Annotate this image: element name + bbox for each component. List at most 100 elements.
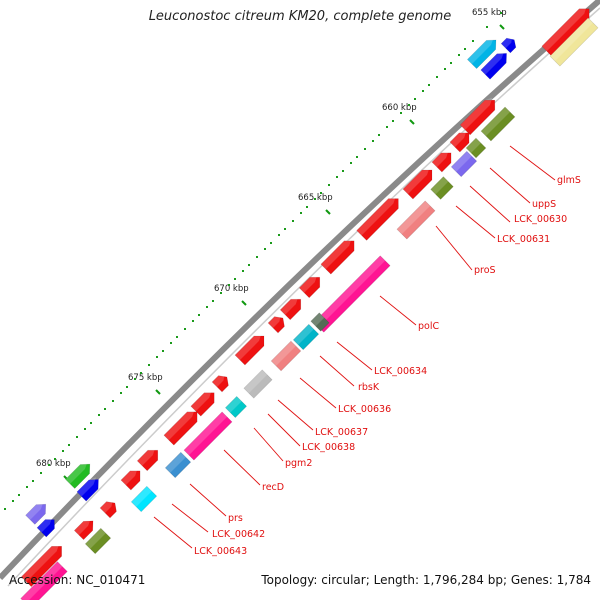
- gene-callout-line: [277, 399, 314, 431]
- minor-tick-dot: [32, 480, 34, 482]
- minor-tick-dot: [192, 320, 194, 322]
- gene-callout-line: [336, 341, 373, 371]
- minor-tick-dot: [400, 112, 402, 114]
- cds-forward-arrow: [120, 468, 141, 491]
- gene-label: LCK_00636: [338, 404, 391, 415]
- cds-feature-block: [292, 323, 320, 351]
- topology-label: Topology:: [261, 573, 318, 587]
- minor-tick-dot: [350, 162, 352, 164]
- gene-callout-line: [223, 449, 261, 486]
- cds-feature-block: [183, 411, 233, 461]
- minor-tick-dot: [428, 84, 430, 86]
- minor-tick-dot: [90, 422, 92, 424]
- scale-tick-label: 680 kbp: [36, 459, 71, 469]
- cds-feature-block: [549, 17, 599, 67]
- cds-feature-block: [243, 369, 273, 399]
- minor-tick-dot: [126, 386, 128, 388]
- minor-tick-dot: [18, 494, 20, 496]
- minor-tick-dot: [378, 134, 380, 136]
- minor-tick-dot: [264, 248, 266, 250]
- cds-forward-arrow: [136, 447, 159, 472]
- gene-label: recD: [262, 482, 284, 493]
- gene-label-group: glmS uppS LCK_00630 LCK_00631 proS polC LCK_00…: [153, 145, 581, 557]
- scale-tick-label: 675 kbp: [128, 373, 163, 383]
- scale-tick-mark: [409, 119, 415, 125]
- gene-callout-line: [509, 145, 556, 181]
- gene-label: pgm2: [285, 458, 312, 469]
- accession-label: Accession:: [9, 573, 73, 587]
- minor-tick-dot: [184, 328, 186, 330]
- minor-tick-dot: [170, 342, 172, 344]
- minor-tick-dot: [162, 350, 164, 352]
- cds-feature-block: [396, 200, 436, 240]
- cds-feature-block: [465, 137, 487, 159]
- gene-label: LCK_00634: [374, 366, 427, 377]
- cds-feature-block: [430, 176, 454, 200]
- cds-feature-block: [164, 451, 192, 479]
- cds-forward-arrow: [449, 130, 470, 153]
- minor-tick-dot: [278, 234, 280, 236]
- genome-backbone-inner: [7, 7, 600, 587]
- map-title: Leuconostoc citreum KM20, complete genom…: [148, 9, 452, 24]
- cds-forward-arrow: [356, 196, 399, 241]
- scale-tick-label: 670 kbp: [214, 284, 249, 294]
- cds-feature-block: [224, 395, 248, 419]
- cds-forward-arrow: [298, 274, 321, 299]
- gene-label: proS: [474, 265, 496, 276]
- minor-tick-dot: [342, 170, 344, 172]
- minor-tick-dot: [234, 278, 236, 280]
- minor-tick-dot: [242, 270, 244, 272]
- scale-tick-mark: [325, 209, 331, 215]
- cds-neighbor-arrow: [500, 37, 517, 54]
- scale-tick-mark: [155, 389, 161, 395]
- cds-forward-arrow: [402, 167, 433, 200]
- gene-label: LCK_00642: [212, 529, 265, 540]
- cds-forward-arrow: [163, 409, 198, 446]
- cds-neighbor-arrow: [73, 518, 94, 541]
- gene-callout-line: [489, 167, 531, 204]
- cds-neighbor-arrow: [36, 517, 55, 538]
- minor-tick-dot: [98, 414, 100, 416]
- gene-label: LCK_00637: [315, 427, 368, 438]
- cds-forward-arrow: [99, 500, 117, 519]
- minor-tick-dot: [68, 444, 70, 446]
- minor-tick-dot: [444, 68, 446, 70]
- minor-tick-dot: [336, 176, 338, 178]
- minor-tick-dot: [284, 228, 286, 230]
- minor-tick-dot: [392, 120, 394, 122]
- minor-tick-dot: [84, 428, 86, 430]
- cds-feature-block: [130, 485, 158, 513]
- minor-tick-dot: [104, 408, 106, 410]
- minor-tick-dot: [464, 48, 466, 50]
- minor-tick-dot: [120, 392, 122, 394]
- genes-label: Genes:: [510, 573, 553, 587]
- genes-value: 1,784: [556, 573, 591, 587]
- minor-tick-dot: [220, 292, 222, 294]
- length-value: 1,796,284 bp: [422, 573, 503, 587]
- gene-callout-line: [189, 483, 227, 517]
- gene-label: uppS: [532, 199, 556, 210]
- minor-tick-dot: [156, 356, 158, 358]
- minor-tick-dot: [472, 40, 474, 42]
- length-label: Length:: [373, 573, 420, 587]
- cds-forward-arrow: [541, 6, 590, 57]
- cds-neighbor-arrow: [25, 501, 47, 525]
- cds-forward-arrow: [431, 150, 452, 173]
- minor-tick-dot: [134, 378, 136, 380]
- cds-forward-arrow: [267, 315, 285, 334]
- gene-callout-line: [267, 413, 301, 447]
- minor-tick-dot: [228, 284, 230, 286]
- minor-tick-dot: [12, 500, 14, 502]
- minor-tick-dot: [54, 458, 56, 460]
- minor-tick-dot: [422, 90, 424, 92]
- minor-tick-dot: [112, 400, 114, 402]
- accession-footer: Accession: NC_010471: [9, 573, 145, 587]
- cds-feature-block: [310, 312, 330, 332]
- minor-tick-dot: [414, 98, 416, 100]
- minor-tick-dot: [314, 198, 316, 200]
- minor-tick-dot: [176, 336, 178, 338]
- minor-tick-dot: [458, 54, 460, 56]
- scale-tick-label: 655 kbp: [472, 8, 507, 18]
